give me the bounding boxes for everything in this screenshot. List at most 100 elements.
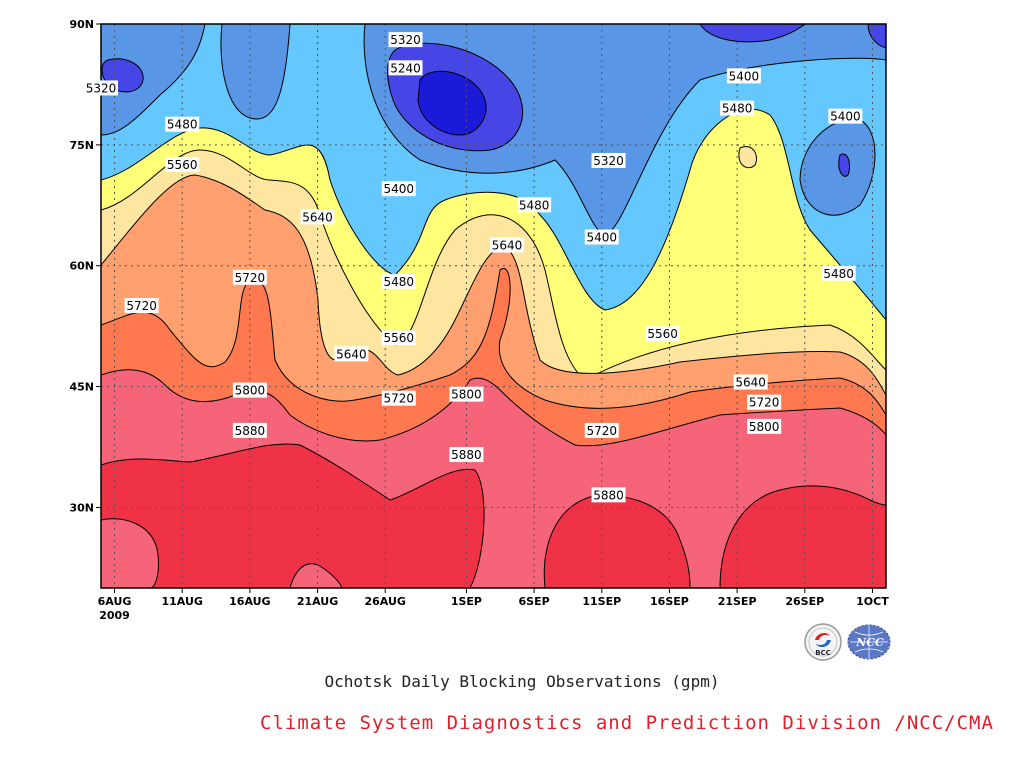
contour-label-text: 5400 [830, 110, 861, 124]
contour-label-text: 5320 [86, 81, 117, 95]
contour-label-box [449, 386, 484, 402]
contour-label: 5640 [334, 346, 369, 362]
ncc-logo-text: NCC [855, 636, 884, 649]
contour-label: 5400 [726, 68, 761, 84]
band-5240-5320-east [699, 24, 806, 43]
contour-label: 5640 [733, 374, 768, 390]
ncc-logo: NCC [846, 622, 891, 662]
contour-label-box [449, 447, 484, 463]
contour-label-box [232, 422, 267, 438]
contour-label-box [517, 197, 552, 213]
x-tick-label: 6AUG [98, 595, 132, 608]
contour-label-box [747, 418, 782, 434]
contour-label-text: 5720 [126, 299, 157, 313]
contour-label-box [584, 422, 619, 438]
contour-label-box [747, 394, 782, 410]
contour-label-text: 5720 [383, 392, 414, 406]
y-tick-label: 60N [69, 260, 94, 273]
contour-label: 5320 [591, 152, 626, 168]
contour-label-text: 5320 [390, 33, 421, 47]
band-above-5880 [101, 443, 485, 588]
contour-label-box [300, 209, 335, 225]
contour-label-text: 5560 [167, 158, 198, 172]
contour-label-box [381, 330, 416, 346]
contour-label-text: 5800 [749, 420, 780, 434]
band-above-5880-mid [543, 494, 691, 588]
bcc-logo: BCC [803, 622, 843, 662]
contour-label-box [388, 32, 423, 48]
contour-label: 5720 [747, 394, 782, 410]
bcc-logo-text: BCC [815, 649, 831, 657]
contour-label-text: 5880 [235, 424, 266, 438]
x-axis: 6AUG 11AUG 16AUG 21AUG 26AUG 1SEP 6SEP 11SEP 16S… [98, 588, 889, 622]
contour-label: 5480 [517, 197, 552, 213]
contour-label-text: 5560 [647, 327, 678, 341]
x-tick-label: 1SEP [451, 595, 482, 608]
contour-label-box [645, 326, 680, 342]
contour-label: 5880 [449, 447, 484, 463]
plot-frame [100, 23, 887, 589]
contour-label-text: 5640 [302, 210, 333, 224]
contour-label-text: 5720 [235, 271, 266, 285]
contour-label-box [591, 487, 626, 503]
contour-label-box [232, 382, 267, 398]
contour-label-box [381, 181, 416, 197]
contour-label-box [124, 298, 159, 313]
y-tick-label: 75N [69, 139, 94, 152]
contour-label: 5480 [720, 100, 755, 116]
contour-label-text: 5480 [519, 198, 550, 212]
chart-credit: Climate System Diagnostics and Predictio… [90, 712, 1024, 734]
x-tick-label: 6SEP [519, 595, 550, 608]
contour-label-text: 5720 [587, 424, 618, 438]
contour-label-text: 5400 [729, 69, 760, 83]
contour-label: 5560 [165, 157, 200, 172]
contour-label-box [591, 152, 626, 168]
contour-label: 5880 [591, 487, 626, 503]
contour-label: 5880 [232, 422, 267, 438]
contour-label-text: 5400 [383, 182, 414, 196]
contour-label: 5480 [381, 273, 416, 289]
contour-label-text: 5480 [722, 102, 753, 116]
contour-label: 5240 [388, 60, 423, 76]
x-tick-label: 11AUG [161, 595, 202, 608]
contour-label: 5640 [300, 209, 335, 225]
x-tick-label: 16AUG [229, 595, 270, 608]
contour-label: 5720 [584, 422, 619, 438]
x-tick-label: 1OCT [856, 595, 889, 608]
contour-label-box [381, 390, 416, 406]
band-5320-5400-east [799, 118, 876, 216]
contour-label-box [388, 60, 423, 76]
contour-label: 5720 [124, 298, 159, 313]
contour-label: 5560 [381, 330, 416, 346]
y-tick-label: 30N [69, 501, 94, 514]
contour-label: 5400 [828, 108, 863, 124]
contour-label-text: 5880 [451, 448, 482, 462]
x-tick-label: 11SEP [582, 595, 621, 608]
contour-label-box [490, 237, 525, 253]
plot-area [101, 24, 886, 588]
contour-label: 5720 [232, 269, 267, 285]
contour-label-text: 5480 [823, 267, 854, 281]
chart-title: Ochotsk Daily Blocking Observations (gpm… [324, 672, 720, 691]
contour-label: 5320 [84, 80, 118, 96]
contour-label: 5800 [747, 418, 782, 434]
contour-label-text: 5640 [735, 376, 766, 390]
contour-label-text: 5800 [235, 384, 266, 398]
contour-label-box [733, 374, 768, 390]
contour-label-box [84, 80, 118, 96]
contour-label-text: 5480 [167, 118, 198, 132]
contour-label: 5400 [584, 229, 619, 245]
credit-text: Climate System Diagnostics and Predictio… [260, 712, 994, 734]
x-year-label: 2009 [99, 609, 130, 622]
contour-label: 5480 [165, 116, 200, 132]
contour-labels: 5320 5240 5320 5480 5560 5320 5400 5480 5400 5400… [84, 32, 863, 503]
contour-label: 5400 [381, 181, 416, 197]
grid [101, 24, 886, 588]
band-5480-5560-east-island [738, 146, 757, 169]
contour-label-box [828, 108, 863, 124]
contour-label-text: 5480 [383, 275, 414, 289]
contour-label: 5800 [232, 382, 267, 398]
contour-label-box [720, 100, 755, 116]
band-below-5240 [417, 70, 487, 136]
